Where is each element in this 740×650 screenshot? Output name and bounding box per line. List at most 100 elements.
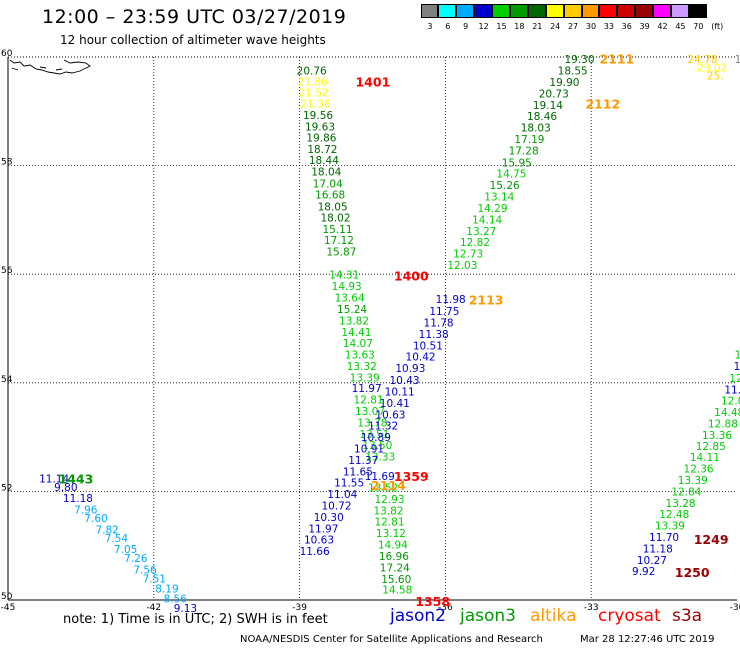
swh-value-label: 14.41 bbox=[341, 327, 371, 339]
swh-value-label: 11.97 bbox=[308, 523, 338, 535]
swh-value-label: 10.41 bbox=[380, 398, 410, 410]
swh-value-label: 19.86 bbox=[306, 132, 336, 144]
swh-value-label: 13.12 bbox=[376, 528, 406, 540]
swh-value-label: 11.55 bbox=[334, 478, 364, 490]
swh-value-label: 15.11 bbox=[322, 224, 352, 236]
legend-bin-39: 39 bbox=[635, 4, 654, 31]
legend-swatch bbox=[438, 4, 457, 18]
swh-value-label: 13.50 bbox=[362, 440, 392, 452]
swh-value-label: 12.06 bbox=[721, 396, 740, 408]
swh-value-label: 10.93 bbox=[395, 363, 425, 375]
swh-value-label: 13.82 bbox=[373, 505, 403, 517]
swh-value-label: 18.04 bbox=[311, 167, 341, 179]
legend-label: 42 bbox=[657, 22, 668, 31]
swh-value-label: 21.86 bbox=[298, 76, 328, 88]
satellite-jason2: jason2 bbox=[390, 606, 446, 626]
swh-value-label: 14.94 bbox=[378, 540, 408, 552]
swh-value-label: 11.98 bbox=[436, 294, 466, 306]
legend-bin-12: 12 bbox=[474, 4, 493, 31]
swh-value-label: 8.19 bbox=[155, 584, 178, 596]
swh-value-label: 14.14 bbox=[472, 214, 502, 226]
swh-value-label: 15.87 bbox=[326, 246, 356, 258]
satellite-cryosat: cryosat bbox=[598, 606, 661, 626]
swh-value-label: 12.36 bbox=[684, 464, 714, 476]
legend-bin-33: 33 bbox=[599, 4, 618, 31]
legend-bin-6: 6 bbox=[438, 4, 457, 31]
x-tick-label: -42 bbox=[146, 603, 161, 613]
y-tick-label: 54 bbox=[1, 375, 13, 385]
legend-swatch bbox=[509, 4, 528, 18]
swh-value-label: 7.82 bbox=[95, 524, 118, 536]
swh-value-label: 11.37 bbox=[348, 455, 378, 467]
legend-bin-15: 15 bbox=[492, 4, 511, 31]
swh-value-label: 20.73 bbox=[539, 88, 569, 100]
swh-value-label: 13.64 bbox=[335, 293, 365, 305]
swh-value-label: 11.66 bbox=[300, 546, 330, 558]
swh-value-label: 13 bbox=[735, 350, 740, 362]
swh-value-label: 13.39 bbox=[678, 475, 708, 487]
swh-value-label: 13.33 bbox=[365, 452, 395, 464]
swh-value-label: 13.82 bbox=[339, 315, 369, 327]
swh-value-label: 21.36 bbox=[301, 99, 331, 111]
swh-value-label: 19.56 bbox=[303, 110, 333, 122]
legend-swatch bbox=[474, 4, 493, 18]
legend-label: 12 bbox=[478, 22, 489, 31]
swh-value-label: 24.78 bbox=[687, 54, 717, 66]
pass-time-label: 2111 bbox=[599, 52, 634, 67]
swh-value-label: 10.42 bbox=[406, 352, 436, 364]
legend-label: 24 bbox=[550, 22, 561, 31]
swh-value-label: 13.63 bbox=[345, 350, 375, 362]
swh-value-label: 7.54 bbox=[105, 533, 129, 545]
legend-label: 15 bbox=[496, 22, 507, 31]
pass-time-label: 1359 bbox=[394, 469, 429, 484]
swh-value-label: 18.46 bbox=[527, 111, 557, 123]
swh-value-label: 17.28 bbox=[509, 145, 539, 157]
legend-swatch bbox=[420, 4, 439, 18]
coastline-path bbox=[9, 59, 91, 75]
legend-swatch bbox=[581, 4, 600, 18]
y-tick-label: 56 bbox=[1, 266, 13, 276]
pass-time-label: 1250 bbox=[675, 565, 710, 580]
swh-value-label: 12.48 bbox=[659, 509, 689, 521]
chart-subtitle: 12 hour collection of altimeter wave hei… bbox=[60, 33, 326, 47]
swh-value-label: 7.51 bbox=[143, 573, 166, 585]
legend-label: 70 bbox=[693, 22, 704, 31]
swh-value-label: 19.90 bbox=[549, 77, 579, 89]
swh-value-label: 12.03 bbox=[447, 260, 477, 272]
swh-value-label: 10.89 bbox=[361, 432, 391, 444]
swh-value-label: 14.75 bbox=[496, 169, 526, 181]
swh-value-label: 7.26 bbox=[124, 553, 148, 565]
swh-value-label: 14.58 bbox=[382, 585, 412, 597]
swh-value-label: 25. bbox=[707, 70, 724, 82]
pass-time-label: 1443 bbox=[59, 471, 94, 486]
legend-label: 27 bbox=[567, 22, 579, 31]
legend-bin-45: 45 bbox=[670, 4, 689, 31]
swh-value-label: 10.43 bbox=[390, 375, 420, 387]
swh-value-label: 9.80 bbox=[54, 482, 77, 494]
swh-value-label: 19.14 bbox=[533, 100, 563, 112]
legend-label: 6 bbox=[445, 22, 451, 31]
swh-value-label: 18.55 bbox=[558, 66, 588, 78]
satellite-s3a: s3a bbox=[672, 606, 703, 626]
swh-value-label: 14.93 bbox=[332, 281, 362, 293]
pass-time-label: 2113 bbox=[469, 293, 504, 308]
swh-value-label: 19.63 bbox=[305, 122, 335, 134]
swh-value-label: 13.27 bbox=[466, 226, 496, 238]
legend-label: 45 bbox=[675, 22, 686, 31]
pass-time-label: 1249 bbox=[694, 532, 729, 547]
swh-value-label: 9.13 bbox=[174, 603, 197, 615]
swh-value-label: 13.32 bbox=[347, 361, 377, 373]
swh-value-label: 10.72 bbox=[321, 501, 351, 513]
swh-value-label: 13.39 bbox=[350, 372, 380, 384]
swh-value-label: 10.30 bbox=[314, 512, 344, 524]
legend-unit: (ft) bbox=[711, 22, 724, 31]
swh-value-label: 9.92 bbox=[632, 566, 655, 578]
legend-swatch bbox=[456, 4, 475, 18]
swh-value-label: 15.95 bbox=[502, 157, 532, 169]
pass-time-label: 1358 bbox=[415, 594, 450, 609]
x-tick-label: -30 bbox=[730, 603, 740, 613]
swh-value-label: 12.81 bbox=[374, 516, 404, 528]
swh-value-label: 14.11 bbox=[690, 452, 720, 464]
pass-time-label: 1401 bbox=[355, 74, 390, 89]
legend-swatch bbox=[670, 4, 689, 18]
